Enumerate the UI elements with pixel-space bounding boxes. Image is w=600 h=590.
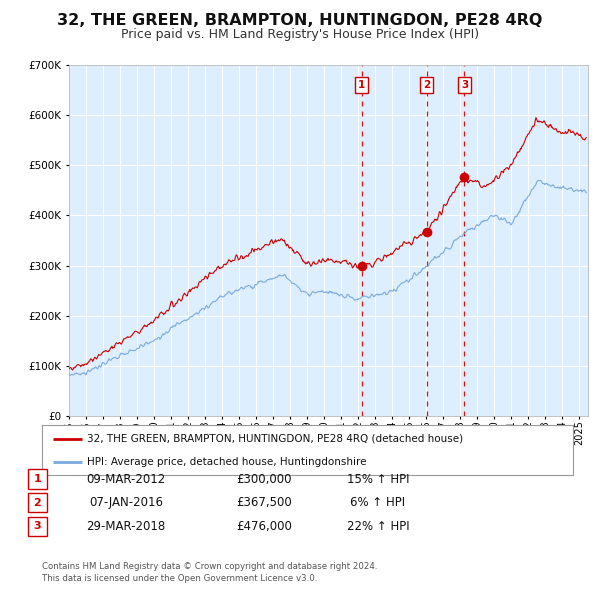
Text: 2: 2	[423, 80, 430, 90]
Text: 2: 2	[34, 498, 41, 507]
Text: 6% ↑ HPI: 6% ↑ HPI	[350, 496, 406, 509]
Text: 32, THE GREEN, BRAMPTON, HUNTINGDON, PE28 4RQ: 32, THE GREEN, BRAMPTON, HUNTINGDON, PE2…	[58, 13, 542, 28]
Text: 09-MAR-2012: 09-MAR-2012	[86, 473, 166, 486]
Text: HPI: Average price, detached house, Huntingdonshire: HPI: Average price, detached house, Hunt…	[87, 457, 367, 467]
Text: 1: 1	[34, 474, 41, 484]
Text: 29-MAR-2018: 29-MAR-2018	[86, 520, 166, 533]
Text: Contains HM Land Registry data © Crown copyright and database right 2024.
This d: Contains HM Land Registry data © Crown c…	[42, 562, 377, 583]
Text: 3: 3	[34, 522, 41, 531]
Text: 1: 1	[358, 80, 365, 90]
Text: £367,500: £367,500	[236, 496, 292, 509]
Text: 07-JAN-2016: 07-JAN-2016	[89, 496, 163, 509]
Text: £300,000: £300,000	[236, 473, 292, 486]
Text: 32, THE GREEN, BRAMPTON, HUNTINGDON, PE28 4RQ (detached house): 32, THE GREEN, BRAMPTON, HUNTINGDON, PE2…	[87, 434, 463, 444]
Text: Price paid vs. HM Land Registry's House Price Index (HPI): Price paid vs. HM Land Registry's House …	[121, 28, 479, 41]
Text: 22% ↑ HPI: 22% ↑ HPI	[347, 520, 409, 533]
Text: £476,000: £476,000	[236, 520, 292, 533]
Text: 3: 3	[461, 80, 468, 90]
Text: 15% ↑ HPI: 15% ↑ HPI	[347, 473, 409, 486]
